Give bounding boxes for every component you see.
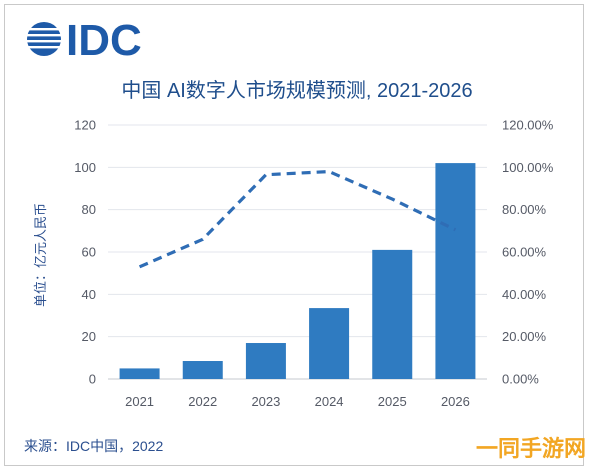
x-tick-label: 2024 <box>315 394 344 409</box>
y-tick-label: 80 <box>82 202 96 217</box>
x-tick-label: 2021 <box>125 394 154 409</box>
source-note: 来源：IDC中国，2022 <box>24 438 163 454</box>
y-tick-label: 100 <box>74 160 96 175</box>
bar <box>245 343 286 379</box>
bar <box>372 249 413 379</box>
y-tick-label: 40 <box>82 287 96 302</box>
y-tick-label: 60 <box>82 245 96 260</box>
x-tick-label: 2023 <box>251 394 280 409</box>
y-tick-label: 20 <box>82 329 96 344</box>
bar-series <box>119 163 476 379</box>
y2-axis-ticks: 0.00% 20.00% 40.00% 60.00% 80.00% 100.00% 120.… <box>502 118 554 387</box>
x-tick-label: 2026 <box>441 394 470 409</box>
y2-tick-label: 80.00% <box>502 202 547 217</box>
gridlines <box>108 124 487 380</box>
idc-logo: IDC <box>26 16 142 65</box>
y-tick-label: 0 <box>89 372 96 387</box>
line-series <box>138 169 457 269</box>
y-axis-label: 单位：亿元人民币 <box>33 203 48 307</box>
x-axis-ticks: 2021 2022 2023 2024 2025 2026 <box>125 394 470 409</box>
watermark-text: 一同手游网 <box>476 436 586 461</box>
y-tick-label: 120 <box>74 118 96 133</box>
y2-tick-label: 0.00% <box>502 372 539 387</box>
y2-tick-label: 40.00% <box>502 287 547 302</box>
logo-text: IDC <box>66 16 142 65</box>
x-tick-label: 2022 <box>188 394 217 409</box>
chart-title: 中国 AI数字人市场规模预测, 2021-2026 <box>121 79 472 102</box>
chart-frame <box>4 4 584 466</box>
globe-icon <box>26 22 62 56</box>
y2-tick-label: 20.00% <box>502 329 547 344</box>
bar <box>182 361 223 379</box>
bar <box>309 308 350 379</box>
growth-line <box>138 169 457 269</box>
bar <box>119 368 160 379</box>
bar <box>435 163 476 379</box>
y-axis-ticks: 0 20 40 60 80 100 120 <box>74 118 96 387</box>
x-tick-label: 2025 <box>378 394 407 409</box>
y2-tick-label: 60.00% <box>502 245 547 260</box>
y2-tick-label: 120.00% <box>502 118 554 133</box>
y2-tick-label: 100.00% <box>502 160 554 175</box>
